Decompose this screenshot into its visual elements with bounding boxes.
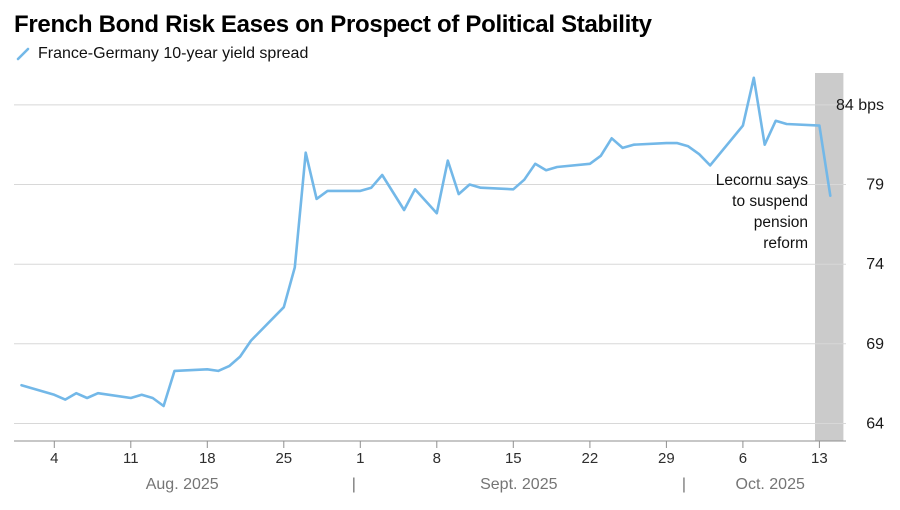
y-tick-label: 69 — [866, 335, 884, 352]
x-tick-label: 22 — [582, 450, 599, 467]
series-line — [20, 76, 832, 407]
x-tick-label: 15 — [505, 450, 522, 467]
x-tick-label: 1 — [356, 450, 364, 467]
x-tick-label: 11 — [123, 450, 139, 467]
x-tick-label: 8 — [433, 450, 441, 467]
x-tick-label: 13 — [811, 450, 828, 467]
month-label: Aug. 2025 — [146, 476, 219, 493]
chart-title: French Bond Risk Eases on Prospect of Po… — [14, 11, 652, 38]
x-tick-label: 4 — [50, 450, 58, 467]
y-tick-label: 64 — [866, 415, 884, 432]
y-tick-label: 84 bps — [836, 96, 884, 113]
x-tick-label: 6 — [739, 450, 747, 467]
month-separator: | — [682, 476, 686, 493]
x-tick-label: 29 — [658, 450, 675, 467]
annotation-line: reform — [763, 235, 808, 252]
month-label: Sept. 2025 — [480, 476, 558, 493]
annotation-line: pension — [754, 214, 808, 231]
month-separator: | — [352, 476, 356, 493]
annotation-line: Lecornu says — [716, 172, 808, 189]
legend-line-marker — [16, 47, 30, 60]
y-tick-label: 79 — [866, 176, 884, 193]
x-tick-label: 25 — [275, 450, 292, 467]
x-tick-label: 18 — [199, 450, 216, 467]
y-tick-label: 74 — [866, 256, 884, 273]
legend-label: France-Germany 10-year yield spread — [38, 44, 309, 62]
legend: France-Germany 10-year yield spread — [0, 39, 900, 63]
annotation-line: to suspend — [732, 193, 808, 210]
month-label: Oct. 2025 — [736, 476, 805, 493]
